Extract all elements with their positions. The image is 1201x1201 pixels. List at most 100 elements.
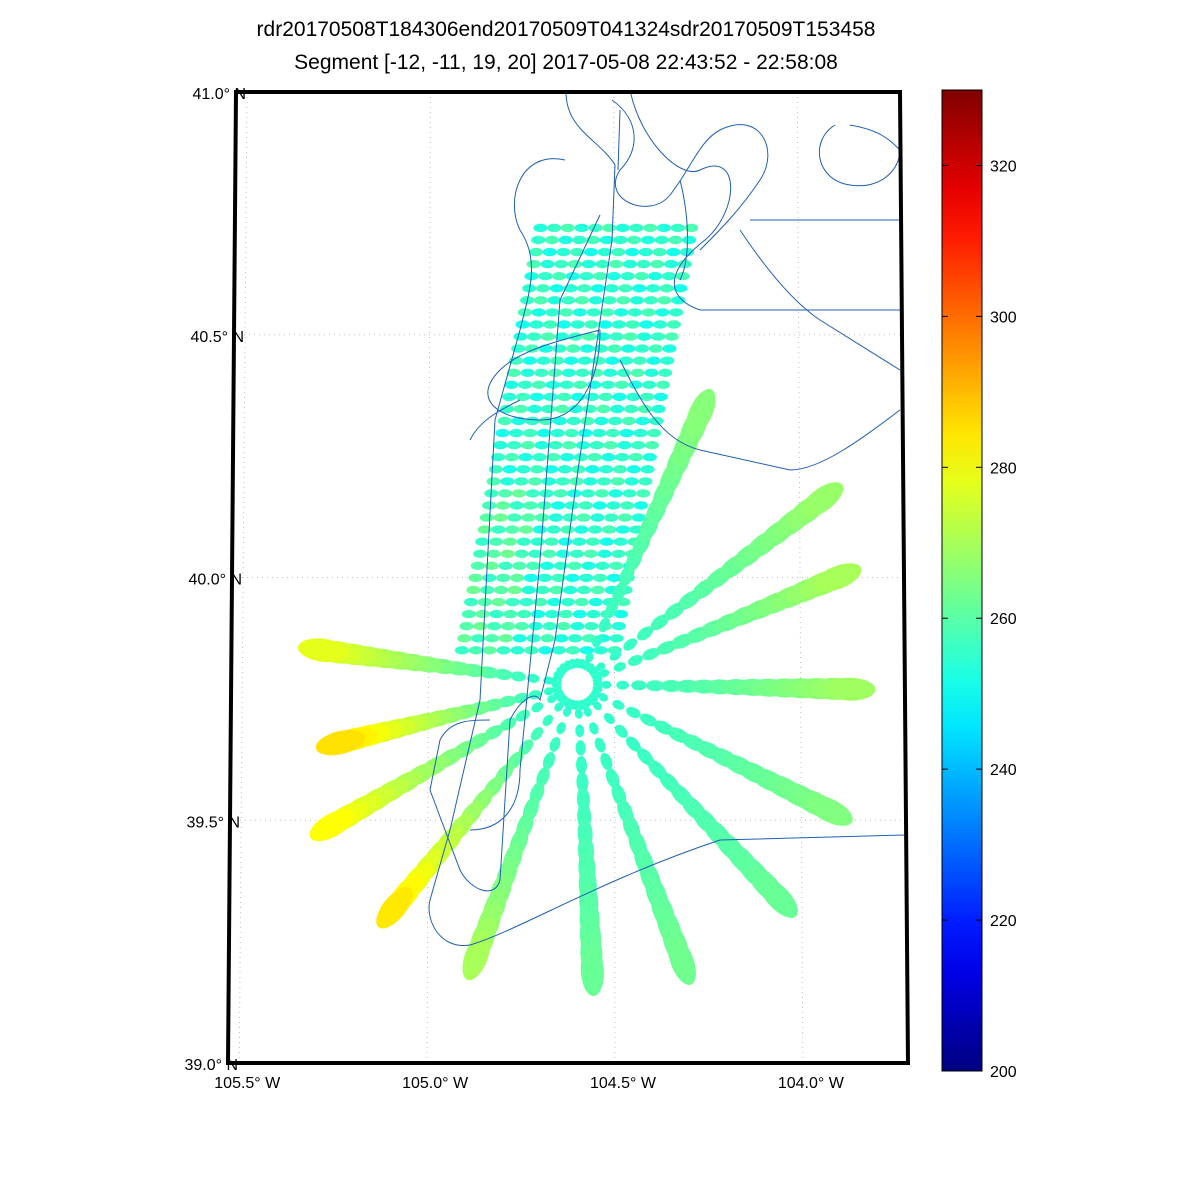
- footprint-559: [759, 877, 798, 918]
- footprint-312: [513, 332, 528, 341]
- footprint-418: [668, 235, 683, 245]
- footprint-249: [624, 404, 638, 414]
- footprint-29: [528, 622, 543, 631]
- footprint-40: [517, 609, 532, 619]
- footprint-240: [500, 404, 514, 414]
- footprint-411: [572, 235, 587, 245]
- footprint-329: [584, 320, 599, 329]
- footprint-180: [488, 465, 503, 474]
- colorbar-tick-label-6: 320: [990, 158, 1017, 175]
- footprint-347: [669, 308, 684, 317]
- footprint-513: [575, 724, 585, 738]
- footprint-408: [531, 235, 546, 245]
- footprint-382: [661, 272, 676, 281]
- footprint-281: [575, 368, 590, 377]
- footprint-267: [545, 380, 560, 389]
- footprint-32: [570, 622, 585, 631]
- footprint-104: [583, 549, 598, 558]
- y-tick-label-2: 40.0° N: [188, 572, 242, 589]
- footprint-544: [592, 701, 602, 711]
- footprint-465: [531, 702, 544, 713]
- footprint-313: [527, 332, 542, 341]
- footprint-65: [535, 585, 550, 595]
- footprint-37: [475, 609, 490, 619]
- footprint-266: [532, 380, 546, 389]
- footprint-340: [572, 308, 587, 317]
- footprint-297: [632, 356, 647, 365]
- x-tick-labels: 105.5° W 105.0° W 104.5° W 104.0° W: [214, 1075, 844, 1092]
- footprint-482: [530, 727, 544, 741]
- footprint-594: [628, 655, 643, 666]
- colorbar: 200 220 240 260 280 300 320: [941, 89, 1017, 1081]
- footprint-210: [576, 441, 590, 450]
- footprint-79: [565, 573, 580, 583]
- footprint-138: [562, 513, 577, 522]
- footprint-261: [626, 392, 641, 402]
- footprint-383: [675, 272, 690, 281]
- footprint-324: [515, 320, 530, 329]
- footprint-236: [608, 416, 622, 426]
- footprint-269: [573, 380, 588, 389]
- footprint-386: [554, 259, 569, 269]
- footprint-89: [540, 561, 554, 570]
- footprint-55: [561, 597, 575, 607]
- footprint-76: [523, 573, 538, 583]
- footprint-275: [656, 380, 670, 389]
- footprint-23: [609, 634, 624, 643]
- footprint-320: [623, 332, 638, 341]
- footprint-143: [631, 513, 646, 522]
- footprint-48: [464, 597, 478, 607]
- footprint-280: [561, 368, 576, 377]
- footprint-431: [684, 223, 699, 233]
- footprint-396: [529, 247, 543, 257]
- footprint-188: [599, 465, 614, 474]
- footprint-153: [606, 501, 621, 510]
- footprint-172: [541, 477, 556, 486]
- footprint-290: [536, 356, 551, 365]
- footprint-353: [588, 296, 603, 305]
- footprint-325: [529, 320, 544, 329]
- footprint-260: [612, 392, 627, 402]
- footprint-433: [527, 673, 540, 683]
- footprint-516: [576, 771, 589, 793]
- footprint-409: [544, 235, 559, 245]
- footprint-100: [528, 549, 543, 558]
- footprint-627: [605, 600, 619, 618]
- footprint-354: [602, 296, 617, 305]
- x-tick-label-3: 104.0° W: [778, 1075, 845, 1092]
- footprint-15: [498, 634, 513, 643]
- footprint-26: [487, 622, 502, 631]
- footprint-321: [637, 332, 652, 341]
- footprint-467: [499, 717, 517, 731]
- footprint-388: [581, 259, 596, 269]
- footprint-209: [562, 441, 577, 450]
- footprint-144: [482, 501, 497, 510]
- footprint-351: [561, 296, 576, 305]
- footprint-405: [652, 247, 667, 257]
- footprint-304: [566, 344, 581, 353]
- footprint-194: [518, 453, 533, 462]
- footprint-192: [491, 453, 505, 462]
- y-tick-label-4: 41.0° N: [192, 86, 246, 103]
- footprint-126: [560, 525, 575, 534]
- footprint-306: [593, 344, 608, 353]
- footprint-427: [629, 223, 644, 233]
- footprint-368: [632, 284, 647, 293]
- footprint-141: [604, 513, 619, 522]
- footprint-17: [526, 634, 541, 643]
- footprint-400: [583, 247, 598, 257]
- footprint-9: [579, 646, 594, 655]
- footprint-114: [558, 537, 573, 546]
- footprint-413: [599, 235, 614, 245]
- footprint-342: [600, 308, 615, 317]
- footprint-335: [666, 320, 681, 329]
- footprint-356: [630, 296, 644, 305]
- footprint-397: [542, 247, 557, 257]
- footprint-60: [466, 585, 481, 595]
- footprint-10: [593, 646, 608, 655]
- footprint-639: [685, 388, 716, 436]
- footprint-150: [564, 501, 579, 510]
- footprint-237: [621, 416, 636, 426]
- footprint-246: [582, 404, 597, 414]
- footprint-514: [575, 740, 586, 756]
